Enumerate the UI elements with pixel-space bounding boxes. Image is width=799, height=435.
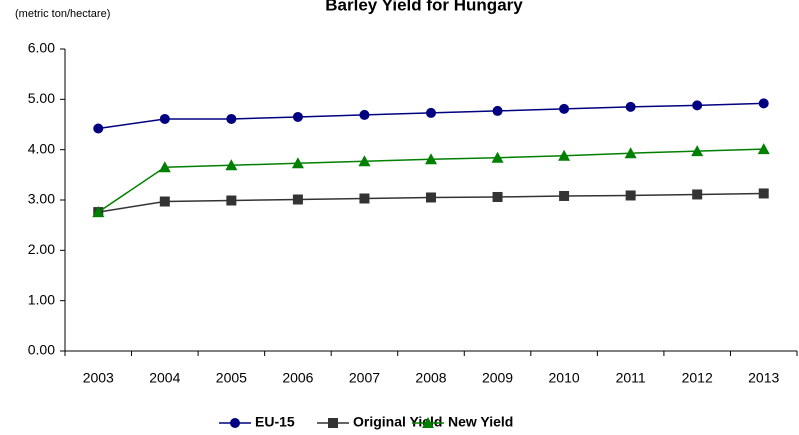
data-point [625,190,636,201]
data-point [624,147,637,159]
data-point [492,105,503,116]
data-point [292,111,303,122]
data-point [691,145,704,157]
data-point [491,151,504,163]
data-point [93,123,104,134]
data-point [559,103,570,114]
legend-marker [422,417,434,428]
x-tick-label: 2011 [616,370,646,386]
x-tick-label: 2008 [415,370,446,386]
legend-label: EU-15 [255,414,295,430]
data-point [226,195,237,206]
data-point [92,206,105,218]
data-point [159,113,170,124]
legend-marker [328,418,338,428]
x-tick-label: 2013 [748,370,779,386]
data-point [758,188,769,199]
data-point [492,191,503,202]
data-point [426,107,436,118]
data-point [692,189,703,200]
y-tick-label: 3.00 [28,191,55,207]
data-point [225,159,238,171]
data-point [158,161,171,173]
legend-marker [230,418,240,428]
data-point [425,153,437,165]
data-point [625,101,636,112]
data-point [426,192,436,203]
x-tick-label: 2010 [549,370,580,386]
legend-label: New Yield [448,414,513,430]
y-tick-label: 6.00 [28,40,55,56]
data-point [359,109,370,120]
x-tick-label: 2007 [349,370,380,386]
x-tick-label: 2003 [83,370,114,386]
data-point [359,193,370,204]
data-point [757,143,770,155]
y-tick-label: 2.00 [28,241,55,257]
data-point [292,194,303,205]
y-tick-label: 0.00 [28,342,55,358]
data-point [159,196,170,207]
data-point [692,100,703,111]
y-tick-label: 1.00 [28,291,55,307]
data-point [291,157,304,169]
data-point [559,190,570,201]
x-tick-label: 2009 [482,370,513,386]
data-point [758,98,769,109]
data-point [226,113,237,124]
x-tick-label: 2012 [682,370,713,386]
data-point [558,149,571,161]
y-axis-label: (metric ton/hectare) [15,8,110,20]
x-tick-label: 2005 [216,370,247,386]
legend-label: Original Yield [353,414,442,430]
chart-title: Barley Yield for Hungary [325,0,523,14]
x-tick-label: 2006 [282,370,313,386]
y-tick-label: 5.00 [28,90,55,106]
x-tick-label: 2004 [149,370,180,386]
data-point [358,155,371,167]
y-tick-label: 4.00 [28,140,55,156]
